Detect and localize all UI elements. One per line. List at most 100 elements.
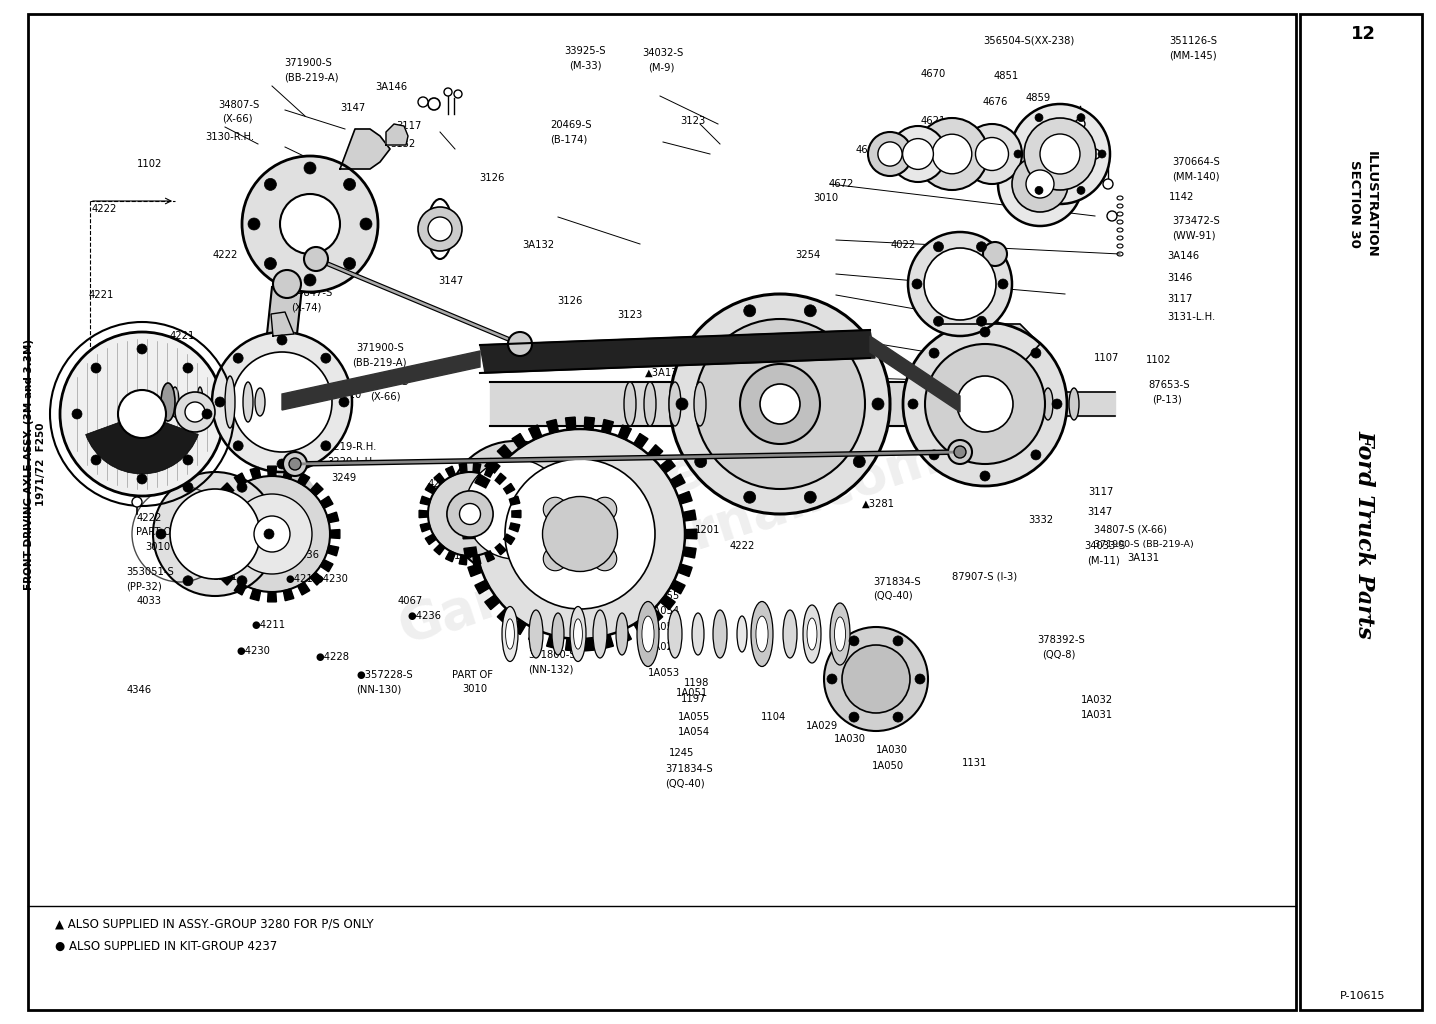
Polygon shape: [419, 510, 428, 518]
Circle shape: [1107, 211, 1117, 221]
Text: PART OF: PART OF: [452, 670, 494, 680]
Circle shape: [264, 258, 276, 269]
Ellipse shape: [692, 613, 704, 655]
Polygon shape: [468, 492, 482, 504]
Circle shape: [90, 455, 101, 465]
Text: FRONT DRIVING AXLE ASSY. (3M and 3.3M)
1971/72  F250: FRONT DRIVING AXLE ASSY. (3M and 3.3M) 1…: [24, 339, 46, 590]
Circle shape: [454, 90, 462, 98]
Text: ● ALSO SUPPLIED IN KIT-GROUP 4237: ● ALSO SUPPLIED IN KIT-GROUP 4237: [55, 939, 277, 952]
Circle shape: [543, 547, 567, 570]
Text: P-10615: P-10615: [1340, 991, 1386, 1001]
Circle shape: [853, 340, 866, 352]
Circle shape: [254, 516, 290, 552]
Polygon shape: [327, 546, 339, 556]
Text: (X-74): (X-74): [292, 302, 322, 312]
Polygon shape: [497, 444, 513, 460]
Circle shape: [849, 636, 859, 646]
Circle shape: [304, 247, 327, 271]
Polygon shape: [504, 483, 514, 494]
Text: 356504-S(XX-238): 356504-S(XX-238): [984, 36, 1076, 46]
Text: 1A050: 1A050: [872, 761, 903, 771]
Circle shape: [923, 248, 997, 319]
Text: ●4236: ●4236: [286, 550, 320, 560]
Circle shape: [237, 575, 247, 586]
Circle shape: [169, 489, 260, 579]
Ellipse shape: [694, 382, 707, 426]
Text: 3010: 3010: [462, 684, 487, 694]
Ellipse shape: [783, 610, 797, 658]
Circle shape: [695, 340, 707, 352]
Polygon shape: [205, 512, 217, 522]
Text: (NN-130): (NN-130): [356, 684, 402, 694]
Circle shape: [890, 126, 946, 182]
Text: (BB-217): (BB-217): [292, 264, 336, 274]
Polygon shape: [330, 529, 340, 539]
Text: 4209: 4209: [477, 479, 503, 489]
Wedge shape: [86, 414, 198, 474]
Circle shape: [1077, 186, 1086, 195]
Text: 3147: 3147: [340, 102, 366, 113]
Text: Ford Truck Parts: Ford Truck Parts: [1354, 430, 1376, 638]
Text: 3A132: 3A132: [523, 240, 554, 250]
Circle shape: [933, 316, 943, 327]
Polygon shape: [283, 589, 294, 601]
Circle shape: [185, 402, 205, 422]
Circle shape: [248, 218, 260, 230]
Polygon shape: [464, 510, 477, 521]
Circle shape: [695, 456, 707, 468]
Circle shape: [132, 497, 142, 507]
Circle shape: [1024, 118, 1096, 190]
Text: ●4228: ●4228: [316, 652, 350, 663]
Text: 1102: 1102: [136, 159, 162, 169]
Circle shape: [893, 636, 903, 646]
Circle shape: [1090, 150, 1100, 159]
Text: 4222: 4222: [729, 541, 755, 551]
Circle shape: [304, 274, 316, 286]
Polygon shape: [584, 417, 595, 430]
Circle shape: [90, 364, 101, 373]
Text: 4222: 4222: [213, 250, 238, 260]
Circle shape: [908, 399, 918, 409]
Text: 34690-S: 34690-S: [910, 269, 952, 280]
Text: 3219-R.H.: 3219-R.H.: [327, 442, 376, 453]
Polygon shape: [421, 523, 431, 531]
Circle shape: [60, 332, 224, 496]
Text: (QQ-40): (QQ-40): [665, 778, 705, 788]
Text: (BB-214): (BB-214): [119, 399, 164, 410]
Text: 1A051: 1A051: [676, 688, 708, 698]
Circle shape: [418, 97, 428, 106]
Circle shape: [505, 459, 655, 609]
Circle shape: [671, 294, 890, 514]
Circle shape: [339, 397, 349, 407]
Circle shape: [418, 207, 462, 251]
Ellipse shape: [714, 610, 727, 658]
Text: (BB-219-A): (BB-219-A): [284, 73, 339, 83]
Text: (M-33): (M-33): [569, 60, 602, 71]
Polygon shape: [297, 583, 310, 595]
Ellipse shape: [642, 616, 653, 652]
Polygon shape: [671, 474, 685, 487]
Polygon shape: [490, 382, 672, 426]
Circle shape: [264, 178, 276, 190]
Circle shape: [233, 441, 243, 451]
Circle shape: [182, 482, 192, 493]
Text: 3010: 3010: [145, 542, 169, 552]
Polygon shape: [172, 392, 261, 424]
Polygon shape: [504, 535, 514, 545]
Circle shape: [215, 397, 225, 407]
Bar: [27, 14, 1297, 1010]
Text: ●357228-S: ●357228-S: [356, 670, 412, 680]
Circle shape: [175, 392, 215, 432]
Circle shape: [1077, 114, 1086, 122]
Circle shape: [508, 332, 531, 356]
Circle shape: [280, 194, 340, 254]
Polygon shape: [648, 444, 663, 460]
Circle shape: [954, 446, 966, 458]
Circle shape: [289, 458, 302, 470]
Polygon shape: [340, 129, 391, 169]
Ellipse shape: [751, 601, 773, 667]
Circle shape: [428, 472, 513, 556]
Ellipse shape: [551, 613, 564, 655]
Text: 3147: 3147: [1087, 507, 1113, 517]
Polygon shape: [602, 635, 613, 648]
